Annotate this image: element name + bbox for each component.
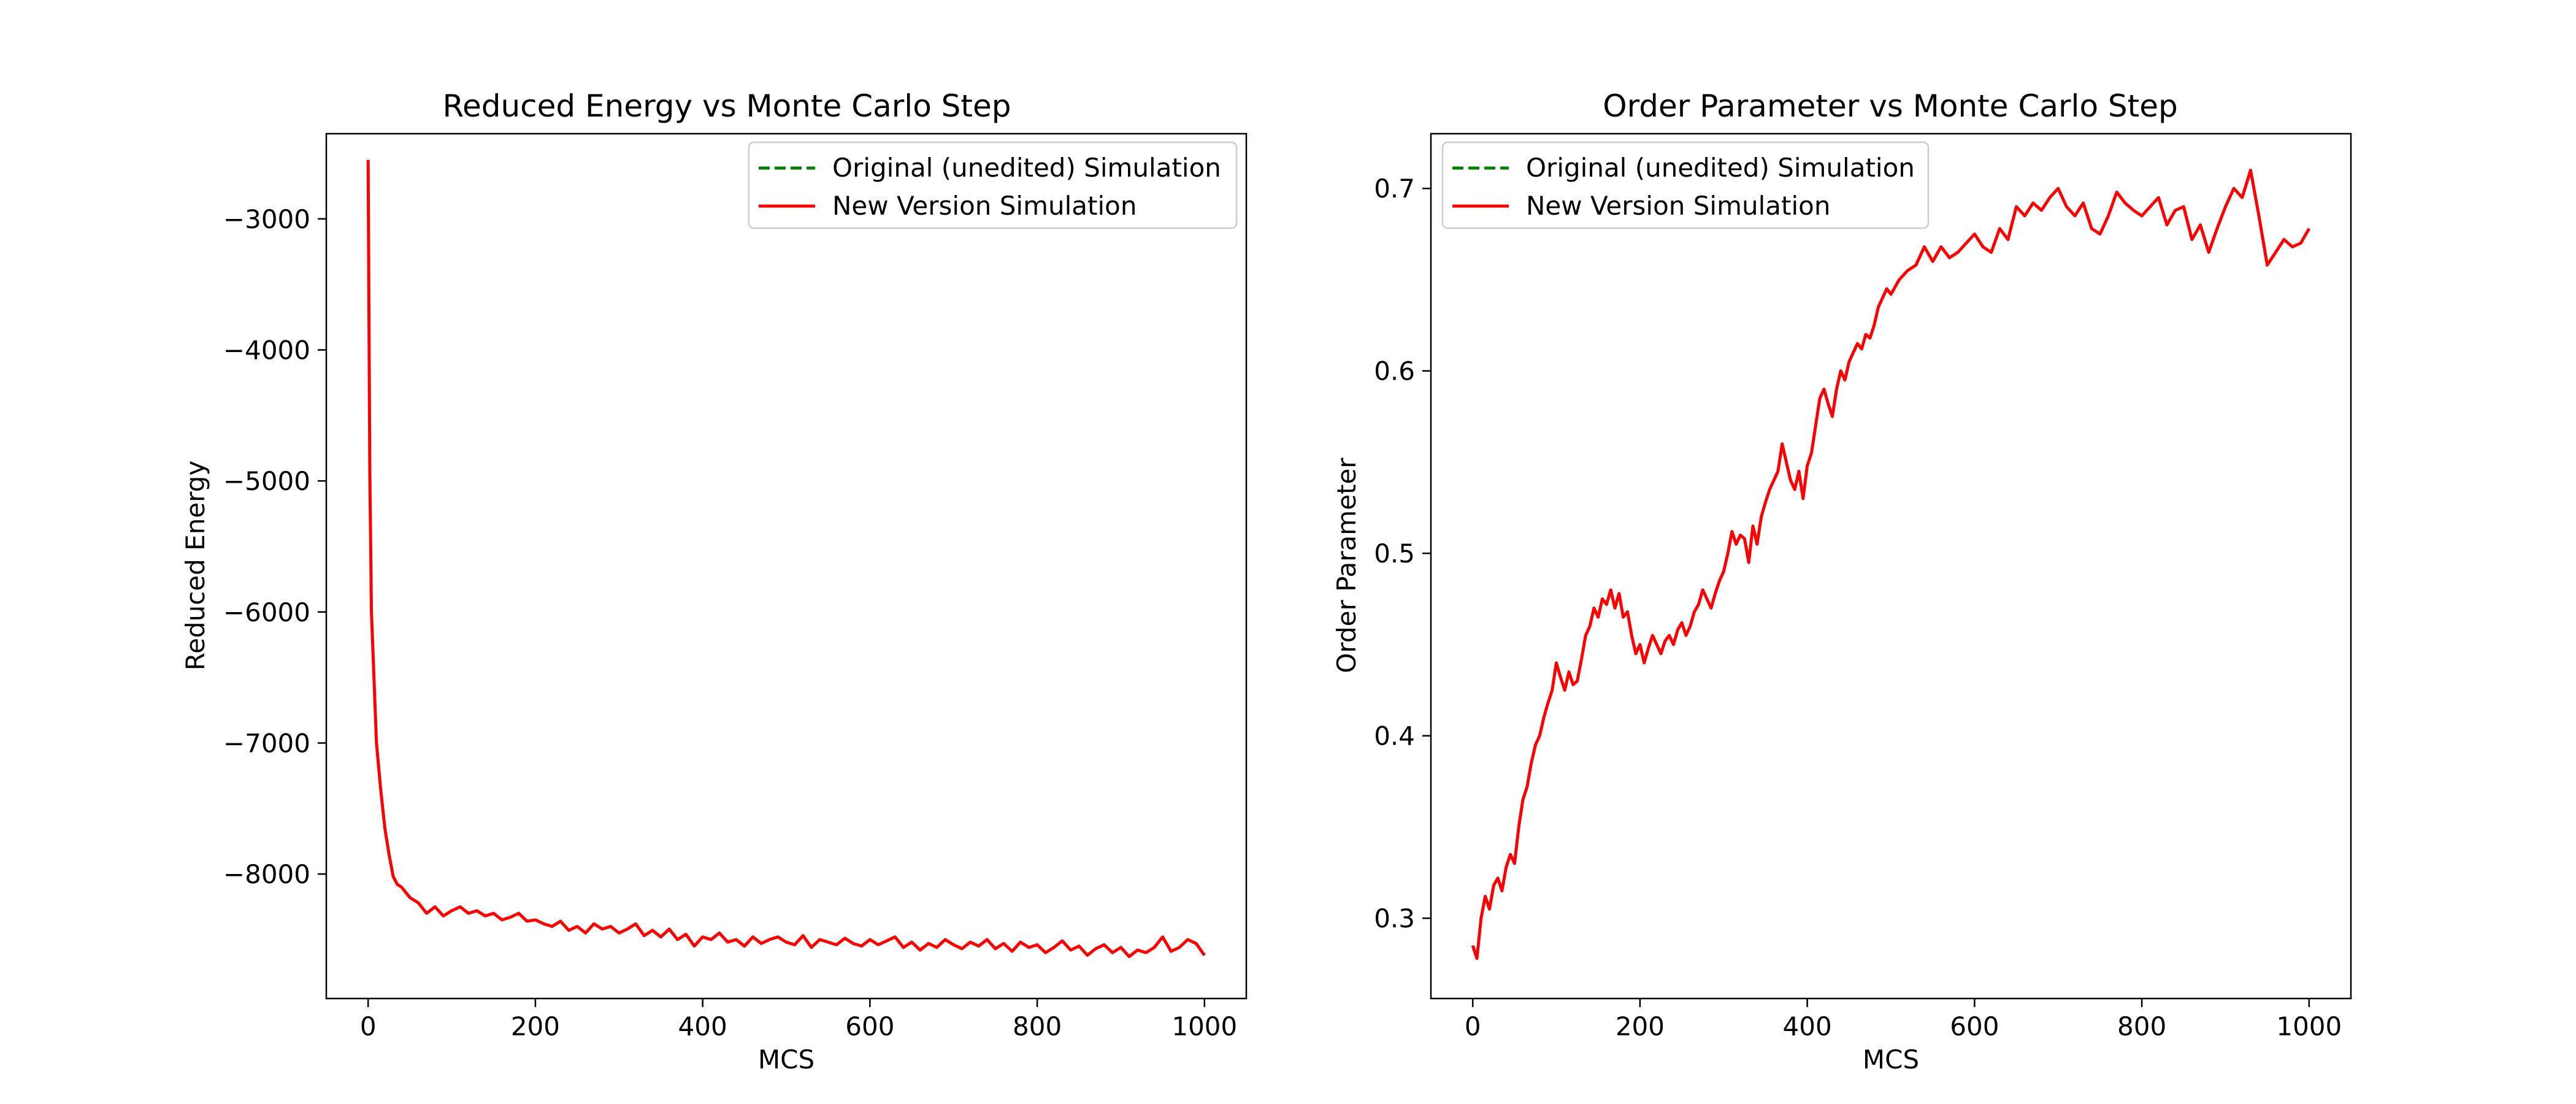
energy-legend-original-label: Original (unedited) Simulation [832, 153, 1221, 183]
order-chart-frame [1430, 132, 2352, 1000]
order-xtick-label: 0 [1465, 1011, 1481, 1041]
energy-chart: Reduced Energy vs Monte Carlo Step 0 200 4… [180, 88, 1248, 1075]
energy-chart-xlabel: MCS [758, 1045, 815, 1075]
energy-ytick-label: −6000 [223, 597, 310, 627]
order-chart: Order Parameter vs Monte Carlo Step 0 200… [1332, 88, 2352, 1075]
energy-ytick-label: −4000 [223, 335, 310, 366]
order-ytick-label: 0.7 [1374, 174, 1415, 204]
order-xtick-label: 1000 [2276, 1011, 2342, 1041]
order-chart-xlabel: MCS [1863, 1045, 1919, 1075]
energy-xtick-label: 200 [511, 1011, 560, 1041]
energy-ytick-label: −7000 [223, 728, 310, 758]
order-chart-legend: Original (unedited) Simulation New Versi… [1441, 141, 1930, 229]
order-ytick-label: 0.5 [1374, 539, 1415, 569]
order-xtick-label: 800 [2117, 1011, 2166, 1041]
energy-xtick-label: 400 [678, 1011, 727, 1041]
order-series-line-1 [1471, 169, 2310, 960]
energy-chart-legend: Original (unedited) Simulation New Versi… [748, 141, 1238, 229]
energy-ytick-label: −3000 [223, 204, 310, 234]
order-legend-box [1441, 141, 1930, 229]
energy-xtick-label: 800 [1013, 1011, 1062, 1041]
order-ytick-label: 0.4 [1374, 721, 1415, 751]
energy-chart-title: Reduced Energy vs Monte Carlo Step [442, 88, 1011, 124]
order-xtick-label: 200 [1616, 1011, 1665, 1041]
energy-chart-frame [325, 132, 1248, 1000]
energy-ytick-label: −5000 [223, 466, 310, 496]
order-ytick-label: 0.6 [1374, 356, 1415, 386]
order-chart-ylabel: Order Parameter [1332, 458, 1362, 673]
order-xtick-label: 400 [1783, 1011, 1832, 1041]
order-chart-ticks: 0 200 400 600 800 1000 0.3 0.4 0.5 0.6 0.7 [1374, 174, 2342, 1041]
energy-legend-box [748, 141, 1238, 229]
energy-chart-ylabel: Reduced Energy [180, 461, 210, 670]
energy-xtick-label: 0 [360, 1011, 377, 1041]
energy-legend-new-label: New Version Simulation [832, 191, 1137, 221]
order-chart-title: Order Parameter vs Monte Carlo Step [1603, 88, 2178, 124]
energy-xtick-label: 600 [845, 1011, 894, 1041]
energy-series-line-1 [366, 159, 1206, 959]
energy-xtick-label: 1000 [1171, 1011, 1237, 1041]
order-xtick-label: 600 [1950, 1011, 1999, 1041]
energy-ytick-label: −8000 [223, 859, 310, 889]
energy-chart-plot-area [366, 159, 1206, 959]
order-ytick-label: 0.3 [1374, 903, 1415, 933]
order-chart-plot-area [1471, 169, 2310, 960]
order-legend-original-label: Original (unedited) Simulation [1526, 153, 1915, 183]
order-legend-new-label: New Version Simulation [1526, 191, 1830, 221]
energy-chart-ticks: 0 200 400 600 800 1000 −3000 −4000 −5000 −6000 −70… [223, 204, 1237, 1041]
